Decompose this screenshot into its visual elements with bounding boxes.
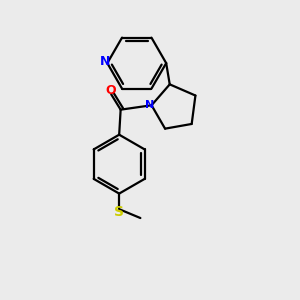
- Text: S: S: [114, 206, 124, 219]
- Text: N: N: [146, 100, 155, 110]
- Text: N: N: [100, 55, 110, 68]
- Text: O: O: [105, 84, 116, 97]
